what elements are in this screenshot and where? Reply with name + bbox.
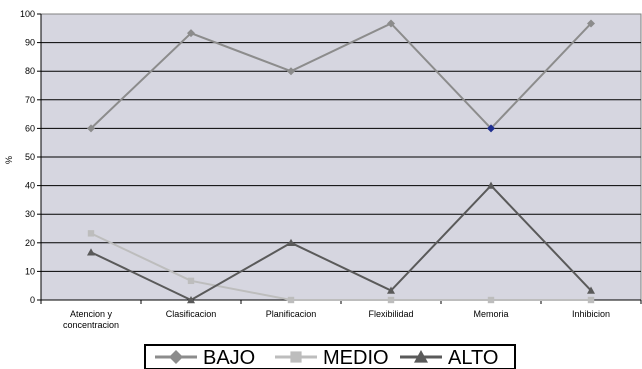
data-point-medio [587, 296, 595, 304]
y-axis-label: % [4, 156, 14, 164]
data-point-bajo [287, 67, 295, 76]
legend-marker-alto [414, 350, 428, 363]
y-tick-label: 80 [25, 66, 35, 76]
y-tick-label: 70 [25, 95, 35, 105]
data-point-bajo [387, 19, 395, 28]
data-point-alto [387, 286, 395, 294]
gridlines [41, 42, 641, 272]
x-tick-label: Memoria [473, 309, 508, 319]
legend-marker-medio [290, 351, 302, 363]
data-point-medio [387, 296, 395, 304]
data-point-medio [287, 296, 295, 304]
x-tick-label: Atencion y concentracion [63, 309, 119, 330]
y-tick-label: 0 [30, 295, 35, 305]
data-point-alto [287, 238, 295, 246]
series-line-alto [90, 184, 592, 302]
y-tick-label: 90 [25, 38, 35, 48]
legend-marker-bajo [169, 350, 183, 364]
legend-label-medio: MEDIO [323, 347, 389, 369]
data-point-alto [487, 181, 495, 189]
series-line-medio [90, 232, 591, 301]
data-point-medio [487, 296, 495, 304]
data-point-alto [87, 248, 95, 256]
y-tick-label: 100 [20, 9, 35, 19]
legend-box [144, 344, 516, 369]
data-point-bajo [487, 124, 495, 133]
y-tick-label: 10 [25, 266, 35, 276]
legend: BAJO MEDIO ALTO [144, 344, 516, 369]
series-group [87, 19, 595, 304]
data-point-bajo [87, 124, 95, 133]
data-point-bajo [587, 19, 595, 28]
y-tick-label: 50 [25, 152, 35, 162]
data-point-alto [587, 286, 595, 294]
x-tick-label: Inhibicion [572, 309, 610, 319]
x-axis: Atencion y concentracion Clasificacion Plan… [40, 300, 642, 330]
y-tick-label: 30 [25, 209, 35, 219]
y-tick-label: 60 [25, 123, 35, 133]
y-tick-label: 40 [25, 181, 35, 191]
data-point-medio [187, 277, 195, 285]
legend-label-alto: ALTO [448, 347, 498, 369]
data-point-alto [187, 296, 195, 304]
data-point-bajo [187, 29, 195, 38]
data-point-medio [87, 230, 95, 237]
y-tick-label: 20 [25, 238, 35, 248]
x-tick-label: Clasificacion [166, 309, 217, 319]
legend-label-bajo: BAJO [203, 347, 255, 369]
x-tick-label: Flexibilidad [368, 309, 413, 319]
x-tick-label: Planificacion [266, 309, 317, 319]
series-line-bajo [90, 22, 592, 130]
